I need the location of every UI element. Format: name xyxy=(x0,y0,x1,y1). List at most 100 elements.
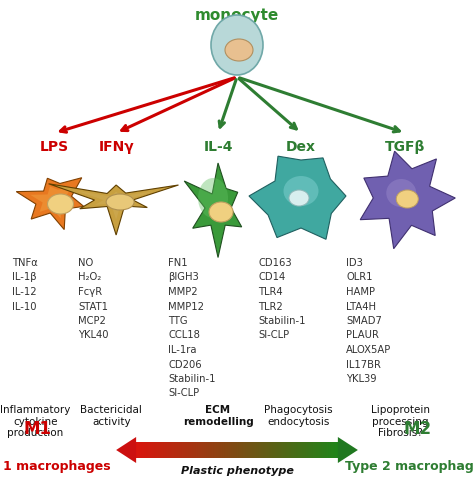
Polygon shape xyxy=(77,191,153,219)
Bar xyxy=(164,442,165,458)
Bar xyxy=(200,442,201,458)
Bar xyxy=(208,442,209,458)
Bar xyxy=(147,442,148,458)
Polygon shape xyxy=(249,156,346,239)
Text: FN1: FN1 xyxy=(168,258,188,268)
Text: PLAUR: PLAUR xyxy=(346,330,379,340)
Bar xyxy=(314,442,316,458)
Bar xyxy=(216,442,217,458)
Bar xyxy=(293,442,295,458)
Bar xyxy=(214,442,215,458)
Bar xyxy=(248,442,249,458)
Bar xyxy=(280,442,281,458)
Bar xyxy=(274,442,275,458)
Bar xyxy=(304,442,305,458)
Bar xyxy=(147,442,149,458)
Bar xyxy=(293,442,294,458)
Bar xyxy=(303,442,304,458)
Bar xyxy=(306,442,307,458)
Text: TLR4: TLR4 xyxy=(258,287,283,297)
Polygon shape xyxy=(184,163,242,257)
Bar xyxy=(279,442,281,458)
Bar xyxy=(261,442,262,458)
Bar xyxy=(203,442,205,458)
Bar xyxy=(197,442,199,458)
Bar xyxy=(320,442,321,458)
Bar xyxy=(334,442,335,458)
Bar xyxy=(319,442,320,458)
Bar xyxy=(171,442,172,458)
Bar xyxy=(298,442,300,458)
Bar xyxy=(256,442,257,458)
Text: NO: NO xyxy=(78,258,93,268)
Text: FcγR: FcγR xyxy=(78,287,102,297)
Bar xyxy=(213,442,214,458)
Text: OLR1: OLR1 xyxy=(346,273,373,282)
Text: SMAD7: SMAD7 xyxy=(346,316,382,326)
Bar xyxy=(265,442,266,458)
Bar xyxy=(326,442,327,458)
Text: βIGH3: βIGH3 xyxy=(168,273,199,282)
Bar xyxy=(179,442,180,458)
Bar xyxy=(234,442,235,458)
Bar xyxy=(223,442,224,458)
Bar xyxy=(184,442,185,458)
Bar xyxy=(178,442,179,458)
Bar xyxy=(250,442,251,458)
Bar xyxy=(181,442,182,458)
Bar xyxy=(330,442,331,458)
Bar xyxy=(322,442,323,458)
Bar xyxy=(232,442,233,458)
Bar xyxy=(174,442,176,458)
Text: SI-CLP: SI-CLP xyxy=(168,388,200,399)
Bar xyxy=(163,442,164,458)
Bar xyxy=(324,442,325,458)
Bar xyxy=(199,442,200,458)
Polygon shape xyxy=(338,437,358,463)
Bar xyxy=(262,442,263,458)
Bar xyxy=(219,442,221,458)
Bar xyxy=(284,442,285,458)
Bar xyxy=(228,442,229,458)
Bar xyxy=(298,442,299,458)
Bar xyxy=(324,442,326,458)
Bar xyxy=(328,442,329,458)
Bar xyxy=(242,442,243,458)
Bar xyxy=(196,442,197,458)
Bar xyxy=(176,442,178,458)
Bar xyxy=(309,442,310,458)
Bar xyxy=(155,442,157,458)
Bar xyxy=(224,442,225,458)
Bar xyxy=(316,442,317,458)
Bar xyxy=(158,442,159,458)
Bar xyxy=(230,442,231,458)
Bar xyxy=(283,442,284,458)
Bar xyxy=(301,442,303,458)
Bar xyxy=(255,442,256,458)
Bar xyxy=(153,442,154,458)
Text: LPS: LPS xyxy=(40,140,69,154)
Bar xyxy=(192,442,194,458)
Bar xyxy=(187,442,188,458)
Ellipse shape xyxy=(209,202,233,222)
Bar xyxy=(243,442,244,458)
Text: IL-4: IL-4 xyxy=(203,140,233,154)
Bar xyxy=(236,442,237,458)
Ellipse shape xyxy=(106,194,134,210)
Bar xyxy=(154,442,155,458)
Bar xyxy=(239,442,240,458)
Bar xyxy=(310,442,311,458)
Bar xyxy=(238,442,239,458)
Bar xyxy=(195,442,197,458)
Bar xyxy=(258,442,260,458)
Bar xyxy=(282,442,283,458)
Bar xyxy=(278,442,279,458)
Bar xyxy=(208,442,209,458)
Bar xyxy=(206,442,207,458)
Bar xyxy=(316,442,318,458)
Bar xyxy=(179,442,180,458)
Bar xyxy=(201,442,202,458)
Text: Lipoprotein
processing
Fibrosis?: Lipoprotein processing Fibrosis? xyxy=(371,405,430,438)
Bar xyxy=(269,442,271,458)
Bar xyxy=(211,442,213,458)
